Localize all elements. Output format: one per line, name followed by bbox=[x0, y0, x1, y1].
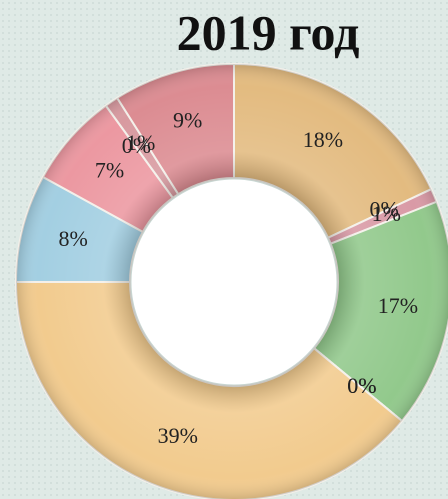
data-label: 8% bbox=[59, 226, 88, 251]
data-label: 0% bbox=[122, 133, 151, 158]
chart-title: 2019 год bbox=[177, 4, 360, 60]
data-label: 0% bbox=[347, 373, 376, 398]
data-label: 7% bbox=[95, 157, 124, 182]
data-label: 9% bbox=[173, 108, 202, 133]
donut-hole bbox=[130, 178, 338, 386]
data-label: 1% bbox=[126, 130, 155, 155]
data-label: 0% bbox=[370, 196, 399, 221]
data-label: 17% bbox=[378, 293, 418, 318]
data-label: 18% bbox=[303, 127, 343, 152]
data-label: 0% bbox=[347, 373, 376, 398]
data-label: 39% bbox=[158, 423, 198, 448]
data-label: 1% bbox=[372, 201, 401, 226]
